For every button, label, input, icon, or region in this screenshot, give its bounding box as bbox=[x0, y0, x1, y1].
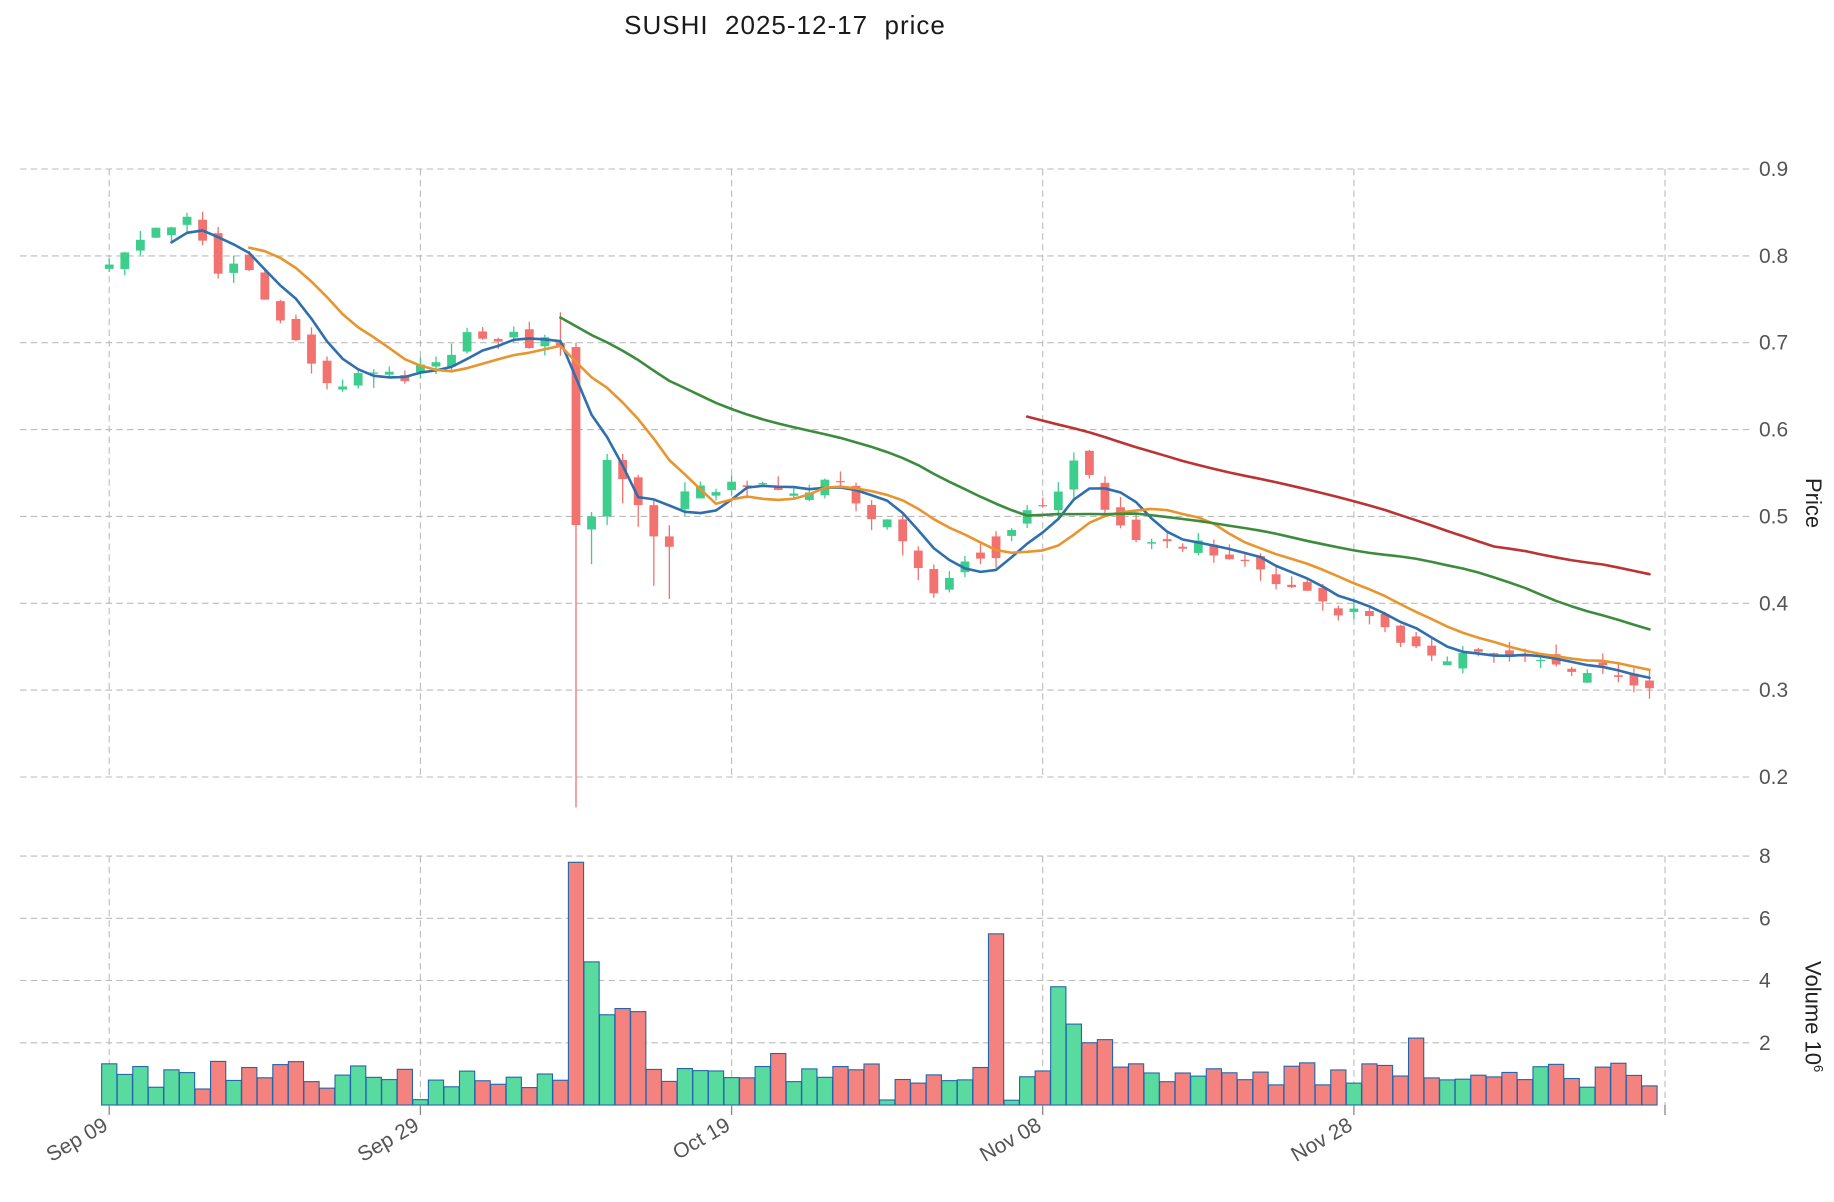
svg-text:0.2: 0.2 bbox=[1759, 766, 1788, 789]
svg-text:Sep 09: Sep 09 bbox=[43, 1113, 112, 1166]
svg-text:Oct 19: Oct 19 bbox=[669, 1113, 734, 1164]
svg-text:0.4: 0.4 bbox=[1759, 592, 1789, 615]
svg-text:6: 6 bbox=[1759, 907, 1771, 930]
svg-text:4: 4 bbox=[1759, 970, 1771, 993]
svg-text:0.9: 0.9 bbox=[1759, 158, 1788, 181]
svg-text:0.7: 0.7 bbox=[1759, 332, 1788, 355]
svg-text:0.6: 0.6 bbox=[1759, 419, 1788, 442]
svg-text:Sep 29: Sep 29 bbox=[354, 1113, 423, 1166]
svg-text:0.3: 0.3 bbox=[1759, 679, 1788, 702]
svg-text:0.8: 0.8 bbox=[1759, 245, 1788, 268]
svg-text:Nov 28: Nov 28 bbox=[1287, 1113, 1356, 1166]
svg-text:Nov 08: Nov 08 bbox=[976, 1113, 1045, 1166]
svg-text:0.5: 0.5 bbox=[1759, 505, 1788, 528]
svg-text:2: 2 bbox=[1759, 1032, 1771, 1055]
svg-text:8: 8 bbox=[1759, 845, 1771, 868]
